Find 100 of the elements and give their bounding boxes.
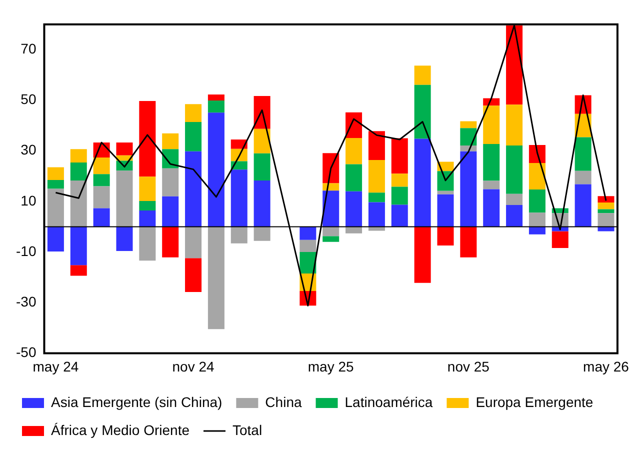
bar <box>598 213 614 227</box>
bar <box>208 226 224 330</box>
bar <box>368 202 385 227</box>
bar <box>116 170 133 227</box>
bar <box>322 236 340 242</box>
bar <box>368 226 385 231</box>
bar <box>254 226 270 241</box>
bar <box>552 226 568 232</box>
bar <box>414 66 431 85</box>
bar <box>506 104 523 146</box>
bar <box>93 186 110 208</box>
bar <box>139 210 156 227</box>
bar <box>598 202 614 210</box>
bar <box>70 162 87 180</box>
bar <box>414 138 431 227</box>
legend-label: África y Medio Oriente <box>51 422 190 438</box>
bar <box>552 231 568 248</box>
x-tick-label: nov 25 <box>447 358 490 374</box>
bar <box>185 104 202 122</box>
bar <box>598 196 614 202</box>
bar <box>460 121 477 128</box>
bar <box>346 191 362 227</box>
y-tick-label: 30 <box>20 142 36 158</box>
bar <box>254 180 270 227</box>
bar <box>528 190 546 213</box>
bar <box>528 226 546 234</box>
bar <box>70 149 87 162</box>
x-tick-label: nov 24 <box>172 358 214 374</box>
bar <box>70 226 87 266</box>
bar <box>322 153 340 184</box>
bar <box>437 171 454 191</box>
bar <box>139 200 156 211</box>
bar <box>162 226 179 258</box>
bar <box>93 208 110 227</box>
bar <box>300 252 316 274</box>
bar <box>230 170 248 227</box>
bar <box>483 106 500 144</box>
bar <box>483 180 500 190</box>
bar <box>437 226 454 246</box>
bar <box>346 226 362 234</box>
y-tick-label: -10 <box>16 242 36 259</box>
legend-label: Latinoamérica <box>344 394 433 410</box>
bar <box>460 151 477 227</box>
bar <box>116 226 133 252</box>
bar <box>460 146 477 152</box>
bar <box>93 174 110 186</box>
bar <box>414 84 431 139</box>
bar <box>139 226 156 261</box>
bar <box>162 133 179 150</box>
bar <box>230 226 248 244</box>
bar <box>47 188 64 227</box>
bar <box>254 128 270 154</box>
bar <box>368 192 385 202</box>
bar <box>346 164 362 192</box>
y-tick-label: -50 <box>16 344 36 360</box>
x-tick-label: may 24 <box>32 358 79 374</box>
bar <box>391 204 408 227</box>
bar <box>460 226 477 258</box>
bar <box>368 131 385 160</box>
bar <box>598 226 614 232</box>
y-tick-label: 70 <box>20 40 36 57</box>
bar <box>322 226 340 236</box>
bar <box>70 265 87 276</box>
bar <box>139 176 156 201</box>
bar <box>528 163 546 190</box>
y-tick-label: -30 <box>16 293 36 310</box>
bar <box>391 174 408 187</box>
bar <box>322 190 340 227</box>
y-tick-label: 10 <box>20 192 36 208</box>
bar <box>139 101 156 177</box>
bar <box>598 209 614 214</box>
bar <box>483 189 500 227</box>
x-tick-label: may 25 <box>308 358 354 374</box>
bar <box>322 183 340 191</box>
legend-label: Asia Emergente (sin China) <box>51 394 222 410</box>
bar <box>185 226 202 258</box>
bar <box>185 151 202 227</box>
bar <box>391 138 408 174</box>
bar <box>185 122 202 152</box>
bar <box>230 139 248 149</box>
bar <box>437 190 454 194</box>
bar <box>185 258 202 292</box>
bar <box>300 226 316 240</box>
y-tick-label: 50 <box>20 91 36 108</box>
bar <box>47 180 64 189</box>
bar <box>93 157 110 174</box>
bar <box>254 153 270 180</box>
bar <box>437 194 454 227</box>
bar <box>574 170 592 184</box>
bar <box>70 180 87 227</box>
x-tick-label: may 26 <box>583 358 630 374</box>
legend-label: Europa Emergente <box>476 394 594 410</box>
bar <box>47 167 64 180</box>
bar <box>506 204 523 227</box>
bar <box>460 128 477 146</box>
bar <box>574 184 592 227</box>
bar <box>346 138 362 164</box>
bar <box>300 240 316 252</box>
bar <box>208 94 224 101</box>
bar <box>391 186 408 205</box>
